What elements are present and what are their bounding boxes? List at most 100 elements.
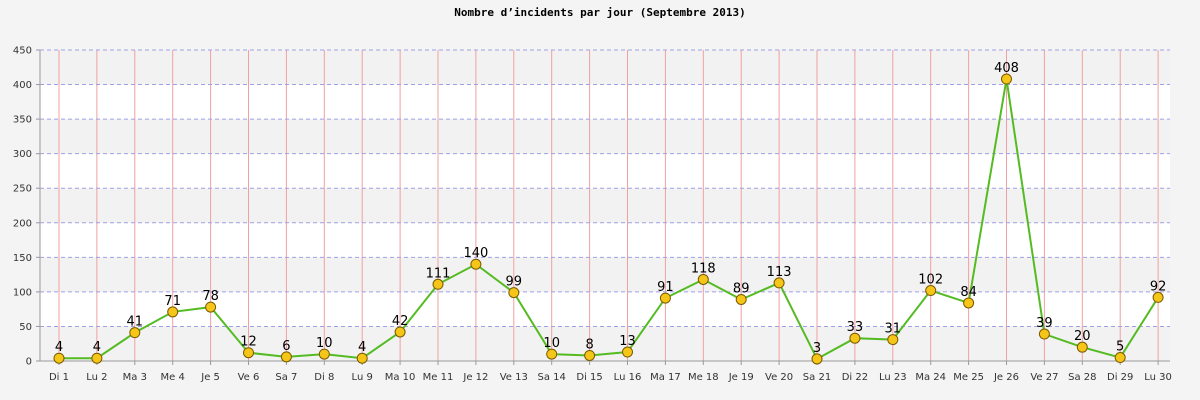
data-label: 42 [392,314,409,329]
data-label: 102 [918,273,943,288]
data-label: 6 [282,339,290,354]
x-tick-label: Lu 16 [614,372,642,383]
y-tick-label: 250 [13,184,32,195]
data-label: 408 [994,61,1019,76]
x-tick-label: Ma 17 [650,372,681,383]
x-tick-label: Di 15 [576,372,602,383]
data-label: 4 [93,340,101,355]
data-point [584,349,596,361]
data-label: 84 [960,285,977,300]
data-point [356,352,368,364]
data-point [735,293,747,305]
y-tick-label: 450 [13,46,32,57]
plot-band [40,222,1170,258]
data-point [811,353,823,365]
y-tick-label: 150 [13,253,32,264]
x-tick-label: Ma 24 [915,372,946,383]
x-tick-label: Je 5 [200,372,220,383]
x-tick-label: Ve 27 [1030,372,1058,383]
data-point [1076,341,1088,353]
plot-band [40,326,1170,361]
data-point [1152,291,1164,303]
data-label: 111 [426,266,451,281]
data-label: 113 [767,265,792,280]
y-tick-label: 350 [13,115,32,126]
x-tick-label: Di 29 [1107,372,1133,383]
data-point [205,301,217,313]
data-label: 118 [691,261,716,276]
x-tick-label: Me 18 [688,372,719,383]
x-tick-label: Ma 10 [385,372,416,383]
data-label: 89 [733,281,750,296]
chart-title: Nombre d’incidents par jour (Septembre 2… [454,6,746,19]
data-label: 78 [202,289,219,304]
data-point [508,287,520,299]
x-tick-label: Sa 28 [1068,372,1096,383]
data-point [394,326,406,338]
plot-band [40,188,1170,223]
x-tick-label: Lu 23 [879,372,907,383]
plot-band [40,291,1170,327]
data-point [167,306,179,318]
x-tick-label: Me 11 [423,372,454,383]
data-point [697,273,709,285]
data-label: 12 [240,335,257,350]
data-label: 20 [1074,329,1091,344]
plot-band [40,257,1170,292]
y-tick-label: 0 [26,357,32,368]
data-point [659,292,671,304]
data-label: 41 [127,315,144,330]
x-tick-label: Ve 20 [765,372,793,383]
data-point [91,352,103,364]
data-label: 39 [1036,316,1053,331]
data-point [925,285,937,297]
data-label: 8 [585,337,593,352]
data-label: 3 [813,341,821,356]
data-point [773,277,785,289]
data-point [849,332,861,344]
data-point [887,334,899,346]
data-label: 91 [657,280,674,295]
data-label: 140 [463,246,488,261]
x-tick-label: Sa 7 [275,372,297,383]
x-tick-label: Lu 2 [86,372,107,383]
x-tick-label: Je 26 [993,372,1019,383]
x-tick-label: Ve 6 [238,372,260,383]
x-tick-label: Me 25 [953,372,984,383]
data-point [432,278,444,290]
plot-band [40,84,1170,120]
x-tick-label: Me 4 [161,372,185,383]
y-tick-label: 400 [13,80,32,91]
x-tick-label: Ve 13 [500,372,528,383]
series-line [59,78,1159,361]
data-point [318,348,330,360]
data-point [963,297,975,309]
data-point [622,346,633,358]
data-point [243,347,254,359]
x-tick-label: Lu 30 [1144,372,1172,383]
data-label: 71 [164,294,181,309]
x-tick-label: Lu 9 [352,372,373,383]
data-point [1038,328,1050,340]
y-tick-label: 200 [13,218,32,229]
data-point [470,258,482,270]
data-point [1001,73,1012,85]
x-tick-label: Ma 3 [123,372,147,383]
data-point [1114,352,1126,364]
x-tick-label: Sa 14 [538,372,566,383]
data-point [53,352,65,364]
x-tick-label: Sa 21 [803,372,831,383]
data-label: 92 [1150,279,1167,294]
data-label: 31 [885,322,902,337]
data-label: 33 [847,320,864,335]
y-tick-label: 50 [19,322,32,333]
data-label: 10 [316,336,333,351]
x-tick-label: Di 1 [49,372,69,383]
x-tick-label: Di 8 [314,372,334,383]
plot-band [40,153,1170,189]
plot-band [40,50,1170,85]
plot-band [40,119,1170,154]
data-label: 99 [506,275,523,290]
x-tick-label: Di 22 [842,372,868,383]
